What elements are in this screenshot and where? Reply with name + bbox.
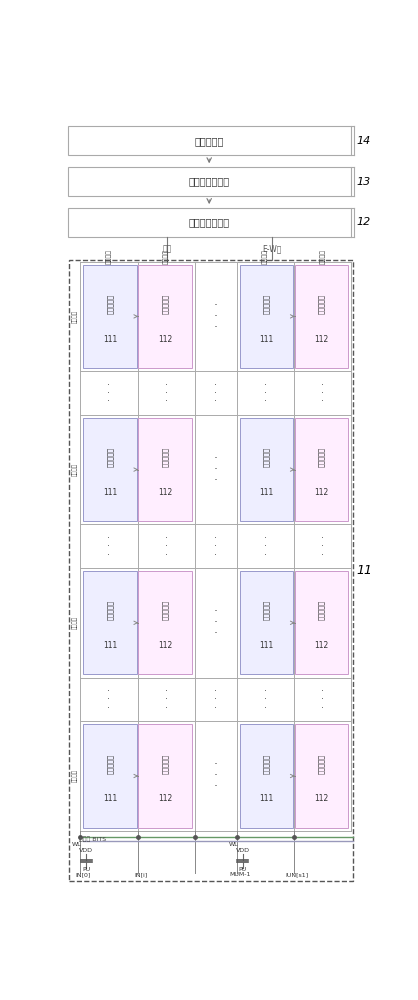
Text: 112: 112	[314, 488, 329, 497]
Bar	[240, 571, 293, 674]
Bar	[295, 724, 348, 828]
Text: ·
·
·: · · ·	[264, 533, 267, 560]
Text: 111: 111	[103, 641, 117, 650]
Text: 输入: 输入	[162, 244, 171, 253]
Text: 比较子单元: 比较子单元	[162, 600, 168, 620]
Text: 存储子单元: 存储子单元	[107, 447, 113, 467]
Text: 112: 112	[158, 335, 172, 344]
Bar	[138, 571, 192, 674]
Text: 地址译码器: 地址译码器	[194, 136, 224, 146]
Text: 比较子单元: 比较子单元	[318, 754, 325, 774]
Bar	[68, 126, 351, 155]
Text: 111: 111	[259, 794, 274, 803]
Text: VDD: VDD	[79, 848, 93, 853]
Text: 列比较位: 列比较位	[263, 249, 268, 264]
Bar	[295, 571, 348, 674]
Text: ·
·
·: · · ·	[214, 380, 217, 406]
Text: 存储子单元: 存储子单元	[107, 294, 113, 314]
Text: E-W行: E-W行	[262, 244, 281, 253]
Bar	[295, 418, 348, 521]
Text: 匹配线读出单元: 匹配线读出单元	[189, 177, 230, 187]
Text: 存储子单元: 存储子单元	[263, 294, 270, 314]
Text: 112: 112	[158, 488, 172, 497]
Text: ·
·
·: · · ·	[214, 299, 218, 334]
Text: 111: 111	[103, 488, 117, 497]
Bar	[83, 571, 137, 674]
Text: 11: 11	[357, 564, 373, 577]
Text: ·
·
·: · · ·	[214, 533, 217, 560]
Text: 111: 111	[103, 335, 117, 344]
Text: ·
·
·: · · ·	[214, 686, 217, 713]
Text: VDD: VDD	[236, 848, 250, 853]
Text: 列比较位: 列比较位	[163, 249, 169, 264]
Bar	[240, 418, 293, 521]
Text: 存储子单元: 存储子单元	[107, 754, 113, 774]
Text: 匹配线 BITS: 匹配线 BITS	[79, 836, 106, 842]
Text: 存储子单元: 存储子单元	[263, 754, 270, 774]
Bar	[138, 724, 192, 828]
Text: 比较子单元: 比较子单元	[162, 447, 168, 467]
Text: 111: 111	[103, 794, 117, 803]
Text: 匹配线求大单元: 匹配线求大单元	[189, 217, 230, 227]
Bar	[240, 265, 293, 368]
Text: ·
·
·: · · ·	[321, 380, 324, 406]
Bar	[83, 265, 137, 368]
Text: IUN[s1]: IUN[s1]	[285, 872, 308, 877]
Text: 存储子单元: 存储子单元	[107, 600, 113, 620]
Text: PU: PU	[239, 867, 247, 872]
Text: 112: 112	[314, 641, 329, 650]
Text: 行匹配线: 行匹配线	[72, 616, 77, 629]
Text: IN[i]: IN[i]	[134, 872, 147, 877]
Text: 行匹配线: 行匹配线	[72, 310, 77, 323]
Text: MUM-1: MUM-1	[229, 872, 250, 877]
Text: 行匹配线: 行匹配线	[72, 769, 77, 782]
Text: ·
·
·: · · ·	[214, 758, 218, 793]
Text: 112: 112	[158, 641, 172, 650]
Bar	[295, 265, 348, 368]
Text: ·
·
·: · · ·	[321, 533, 324, 560]
Bar	[69, 260, 353, 881]
Text: ·
·
·: · · ·	[264, 686, 267, 713]
Bar	[138, 418, 192, 521]
Text: ·
·
·: · · ·	[264, 380, 267, 406]
Text: 比较子单元: 比较子单元	[162, 294, 168, 314]
Text: WL: WL	[72, 842, 82, 847]
Text: 111: 111	[259, 641, 274, 650]
Text: 列比较位: 列比较位	[320, 249, 326, 264]
Text: ·
·
·: · · ·	[107, 380, 110, 406]
Text: ·
·
·: · · ·	[214, 605, 218, 640]
Text: 比较子单元: 比较子单元	[318, 294, 325, 314]
Bar	[138, 265, 192, 368]
Text: 112: 112	[314, 335, 329, 344]
Bar	[68, 208, 351, 237]
Text: ·
·
·: · · ·	[214, 452, 218, 487]
Text: ·
·
·: · · ·	[107, 533, 110, 560]
Text: 比较子单元: 比较子单元	[318, 600, 325, 620]
Text: ·
·
·: · · ·	[321, 686, 324, 713]
Bar	[83, 418, 137, 521]
Text: 存储子单元: 存储子单元	[263, 600, 270, 620]
Text: ·
·
·: · · ·	[165, 380, 168, 406]
Text: ·
·
·: · · ·	[165, 686, 168, 713]
Text: 112: 112	[314, 794, 329, 803]
Text: 存储子单元: 存储子单元	[263, 447, 270, 467]
Text: PU: PU	[82, 867, 90, 872]
Bar	[83, 724, 137, 828]
Text: 12: 12	[357, 217, 371, 227]
Text: 比较子单元: 比较子单元	[318, 447, 325, 467]
Text: 112: 112	[158, 794, 172, 803]
Text: 列比较位: 列比较位	[106, 249, 112, 264]
Text: WL: WL	[229, 842, 238, 847]
Text: 13: 13	[357, 177, 371, 187]
Bar	[68, 167, 351, 196]
Bar	[240, 724, 293, 828]
Text: 14: 14	[357, 136, 371, 146]
Text: 111: 111	[259, 488, 274, 497]
Text: ·
·
·: · · ·	[165, 533, 168, 560]
Text: IN[0]: IN[0]	[76, 872, 91, 877]
Text: ·
·
·: · · ·	[107, 686, 110, 713]
Text: 比较子单元: 比较子单元	[162, 754, 168, 774]
Text: 111: 111	[259, 335, 274, 344]
Text: 行匹配线: 行匹配线	[72, 463, 77, 476]
